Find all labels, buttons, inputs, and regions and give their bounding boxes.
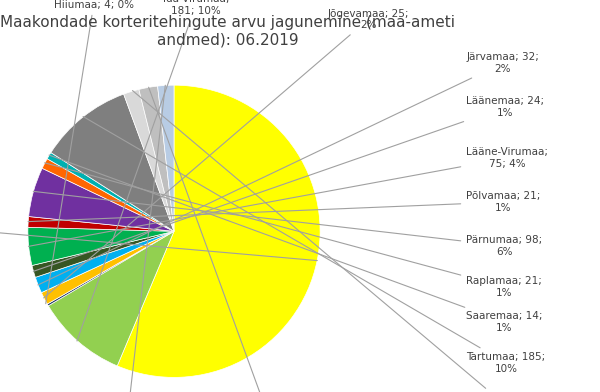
Text: Lääne-Virumaa;
75; 4%: Lääne-Virumaa; 75; 4% bbox=[29, 147, 548, 246]
Wedge shape bbox=[28, 216, 174, 231]
Text: Hiiumaa; 4; 0%: Hiiumaa; 4; 0% bbox=[46, 0, 134, 304]
Text: Põlvamaa; 21;
1%: Põlvamaa; 21; 1% bbox=[28, 191, 541, 221]
Wedge shape bbox=[47, 152, 174, 231]
Wedge shape bbox=[41, 231, 174, 304]
Wedge shape bbox=[49, 231, 174, 366]
Text: Raplamaa; 21;
1%: Raplamaa; 21; 1% bbox=[44, 163, 542, 298]
Text: Jõgevamaa; 25;
2%: Jõgevamaa; 25; 2% bbox=[44, 9, 409, 298]
Text: Viljandimaa; 37;
2%: Viljandimaa; 37; 2% bbox=[149, 87, 326, 392]
Wedge shape bbox=[28, 227, 174, 265]
Wedge shape bbox=[117, 85, 320, 377]
Wedge shape bbox=[158, 85, 174, 231]
Wedge shape bbox=[35, 231, 174, 293]
Text: Ida-Virumaa;
181; 10%: Ida-Virumaa; 181; 10% bbox=[77, 0, 229, 341]
Wedge shape bbox=[32, 231, 174, 278]
Text: Läänemaa; 24;
1%: Läänemaa; 24; 1% bbox=[34, 96, 544, 271]
Wedge shape bbox=[139, 86, 174, 231]
Text: Saaremaa; 14;
1%: Saaremaa; 14; 1% bbox=[49, 155, 543, 333]
Wedge shape bbox=[29, 168, 174, 231]
Text: Tartumaa; 185;
10%: Tartumaa; 185; 10% bbox=[83, 116, 545, 374]
Wedge shape bbox=[51, 94, 174, 231]
Wedge shape bbox=[124, 89, 174, 231]
Text: Valgamaa; 31;
2%: Valgamaa; 31; 2% bbox=[133, 91, 542, 392]
Wedge shape bbox=[47, 231, 174, 306]
Text: Võrumaa; 32; 2%: Võrumaa; 32; 2% bbox=[78, 85, 168, 392]
Text: Pärnumaa; 98;
6%: Pärnumaa; 98; 6% bbox=[33, 191, 542, 257]
Text: Maakondade korteritehingute arvu jagunemine (maa-ameti
andmed): 06.2019: Maakondade korteritehingute arvu jagunem… bbox=[1, 15, 455, 47]
Text: Järvamaa; 32;
2%: Järvamaa; 32; 2% bbox=[38, 53, 539, 285]
Wedge shape bbox=[42, 159, 174, 231]
Text: Harjumaa; 1 007;
56%: Harjumaa; 1 007; 56% bbox=[0, 213, 317, 261]
